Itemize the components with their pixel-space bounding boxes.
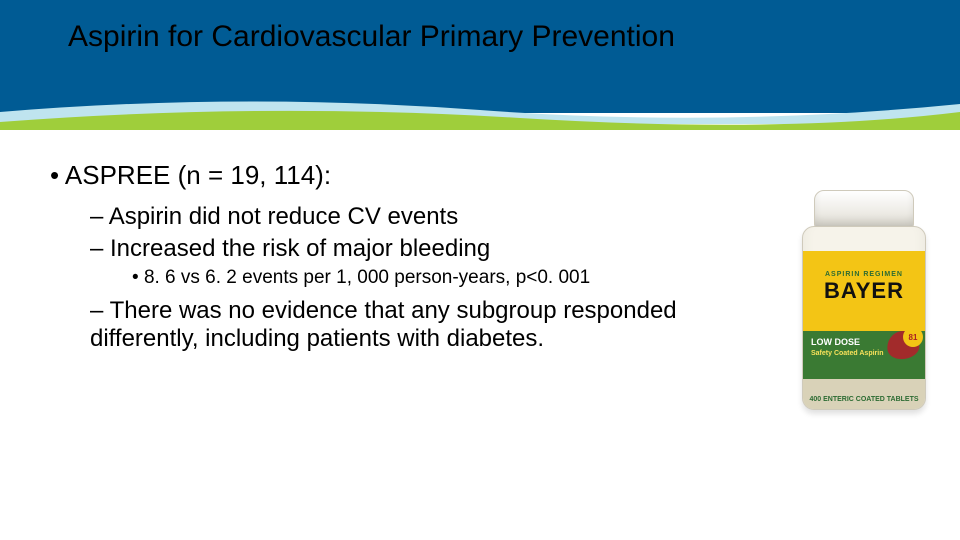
safety-coated-text: Safety Coated Aspirin [811, 350, 883, 357]
bullet-level2: There was no evidence that any subgroup … [90, 297, 752, 353]
slide-title: Aspirin for Cardiovascular Primary Preve… [68, 20, 675, 54]
bullet-level2: Aspirin did not reduce CV events [90, 203, 752, 231]
slide: Aspirin for Cardiovascular Primary Preve… [0, 0, 960, 540]
brand-block: ASPIRIN REGIMEN BAYER [803, 271, 925, 302]
brand-name: BAYER [803, 280, 925, 302]
bullet-level3: 8. 6 vs 6. 2 events per 1, 000 person-ye… [132, 267, 752, 289]
label-green-text: LOW DOSE Safety Coated Aspirin [811, 337, 917, 357]
bottle-cap [814, 190, 914, 230]
low-dose-text: LOW DOSE [811, 337, 860, 347]
brand-line1: ASPIRIN REGIMEN [803, 271, 925, 278]
slide-body: ASPREE (n = 19, 114): Aspirin did not re… [32, 160, 752, 357]
header-band [0, 0, 960, 113]
bottle-body: ASPIRIN REGIMEN BAYER 81 LOW DOSE Safety… [802, 226, 926, 410]
bullet-level1: ASPREE (n = 19, 114): [50, 160, 752, 191]
bullet-level2: Increased the risk of major bleeding [90, 235, 752, 263]
label-footer-text: 400 ENTERIC COATED TABLETS [803, 396, 925, 403]
header-swoosh-green [0, 104, 960, 130]
label-footer [803, 379, 925, 409]
product-image: ASPIRIN REGIMEN BAYER 81 LOW DOSE Safety… [794, 190, 934, 420]
